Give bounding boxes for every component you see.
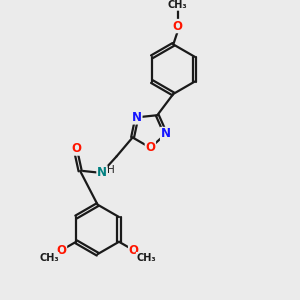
Text: O: O [56,244,67,257]
Text: O: O [129,244,139,257]
Text: CH₃: CH₃ [39,253,59,262]
Text: H: H [107,165,115,175]
Text: N: N [160,128,171,140]
Text: N: N [97,166,107,179]
Text: O: O [146,141,155,154]
Text: O: O [173,20,183,33]
Text: CH₃: CH₃ [168,0,188,10]
Text: O: O [71,142,81,155]
Text: N: N [132,111,142,124]
Text: CH₃: CH₃ [136,253,156,262]
